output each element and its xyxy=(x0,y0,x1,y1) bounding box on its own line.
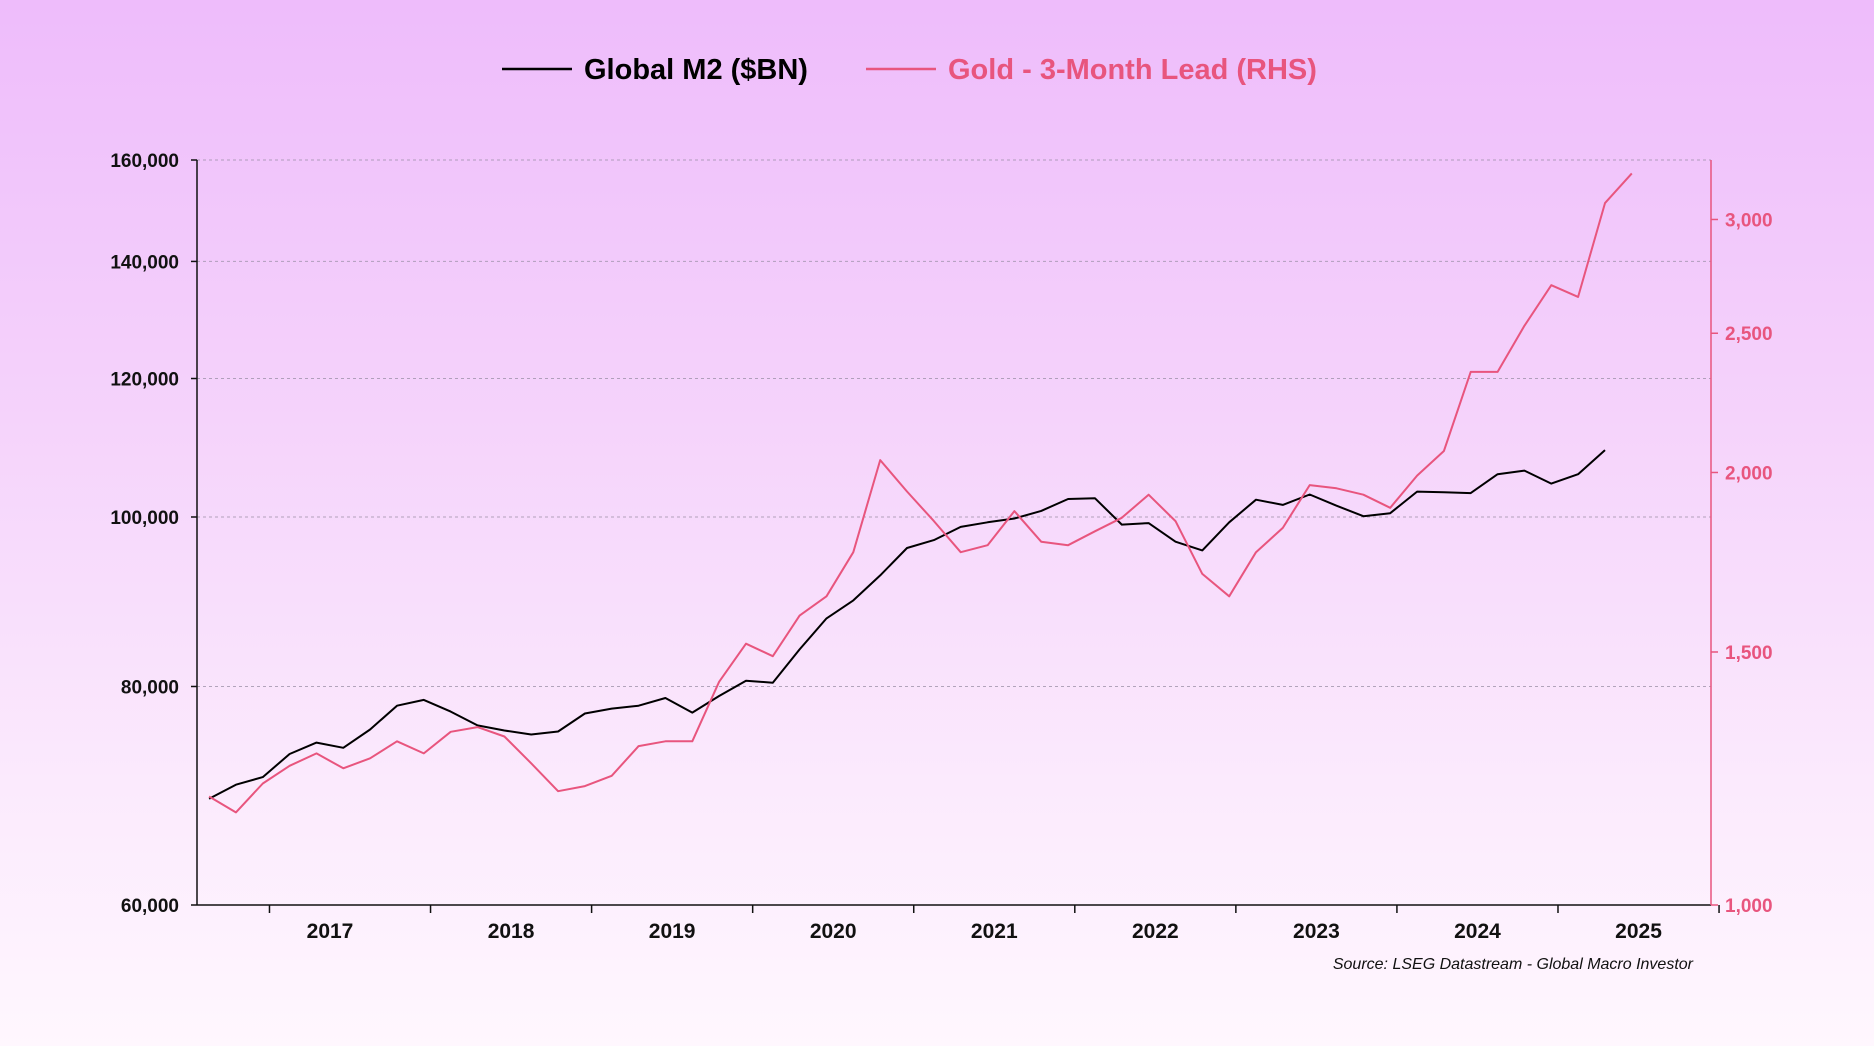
x-ticks: 2017 2018 2019 2020 2021 2022 2023 2024 2025 xyxy=(268,905,1720,943)
y-left-tick-label: 140,000 xyxy=(110,252,179,273)
legend-label-gold: Gold - 3-Month Lead (RHS) xyxy=(948,54,1317,86)
y-right-tick-label: 3,000 xyxy=(1725,210,1773,231)
series-line-gold xyxy=(208,172,1633,814)
y-left-ticks: 60,000 80,000 100,000 120,000 140,000 160,000 xyxy=(110,151,197,917)
x-tick-label: 2018 xyxy=(488,920,535,943)
y-left-tick-label: 80,000 xyxy=(121,677,179,698)
y-right-tick-label: 1,000 xyxy=(1725,896,1773,917)
y-left-tick-label: 160,000 xyxy=(110,151,179,172)
x-tick-label: 2020 xyxy=(810,920,857,943)
x-tick-label: 2017 xyxy=(307,920,354,943)
gridlines xyxy=(197,159,1711,906)
y-right-ticks: 1,000 1,500 2,000 2,500 3,000 xyxy=(1711,210,1773,917)
x-tick-label: 2019 xyxy=(649,920,696,943)
series-line-global-m2 xyxy=(208,449,1606,800)
legend: Global M2 ($BN) Gold - 3-Month Lead (RHS… xyxy=(502,54,1317,86)
y-right-tick-label: 1,500 xyxy=(1725,643,1773,664)
axes xyxy=(196,160,1712,906)
series-layer xyxy=(208,172,1633,814)
source-note: Source: LSEG Datastream - Global Macro I… xyxy=(1333,956,1694,973)
x-tick-label: 2024 xyxy=(1454,920,1501,943)
y-right-tick-label: 2,000 xyxy=(1725,463,1773,484)
y-left-tick-label: 120,000 xyxy=(110,370,179,391)
x-tick-label: 2025 xyxy=(1615,920,1662,943)
x-tick-label: 2022 xyxy=(1132,920,1179,943)
x-tick-label: 2023 xyxy=(1293,920,1340,943)
y-right-tick-label: 2,500 xyxy=(1725,324,1773,345)
legend-label-m2: Global M2 ($BN) xyxy=(584,54,808,86)
x-tick-label: 2021 xyxy=(971,920,1018,943)
y-left-tick-label: 60,000 xyxy=(121,896,179,917)
y-left-tick-label: 100,000 xyxy=(110,508,179,529)
